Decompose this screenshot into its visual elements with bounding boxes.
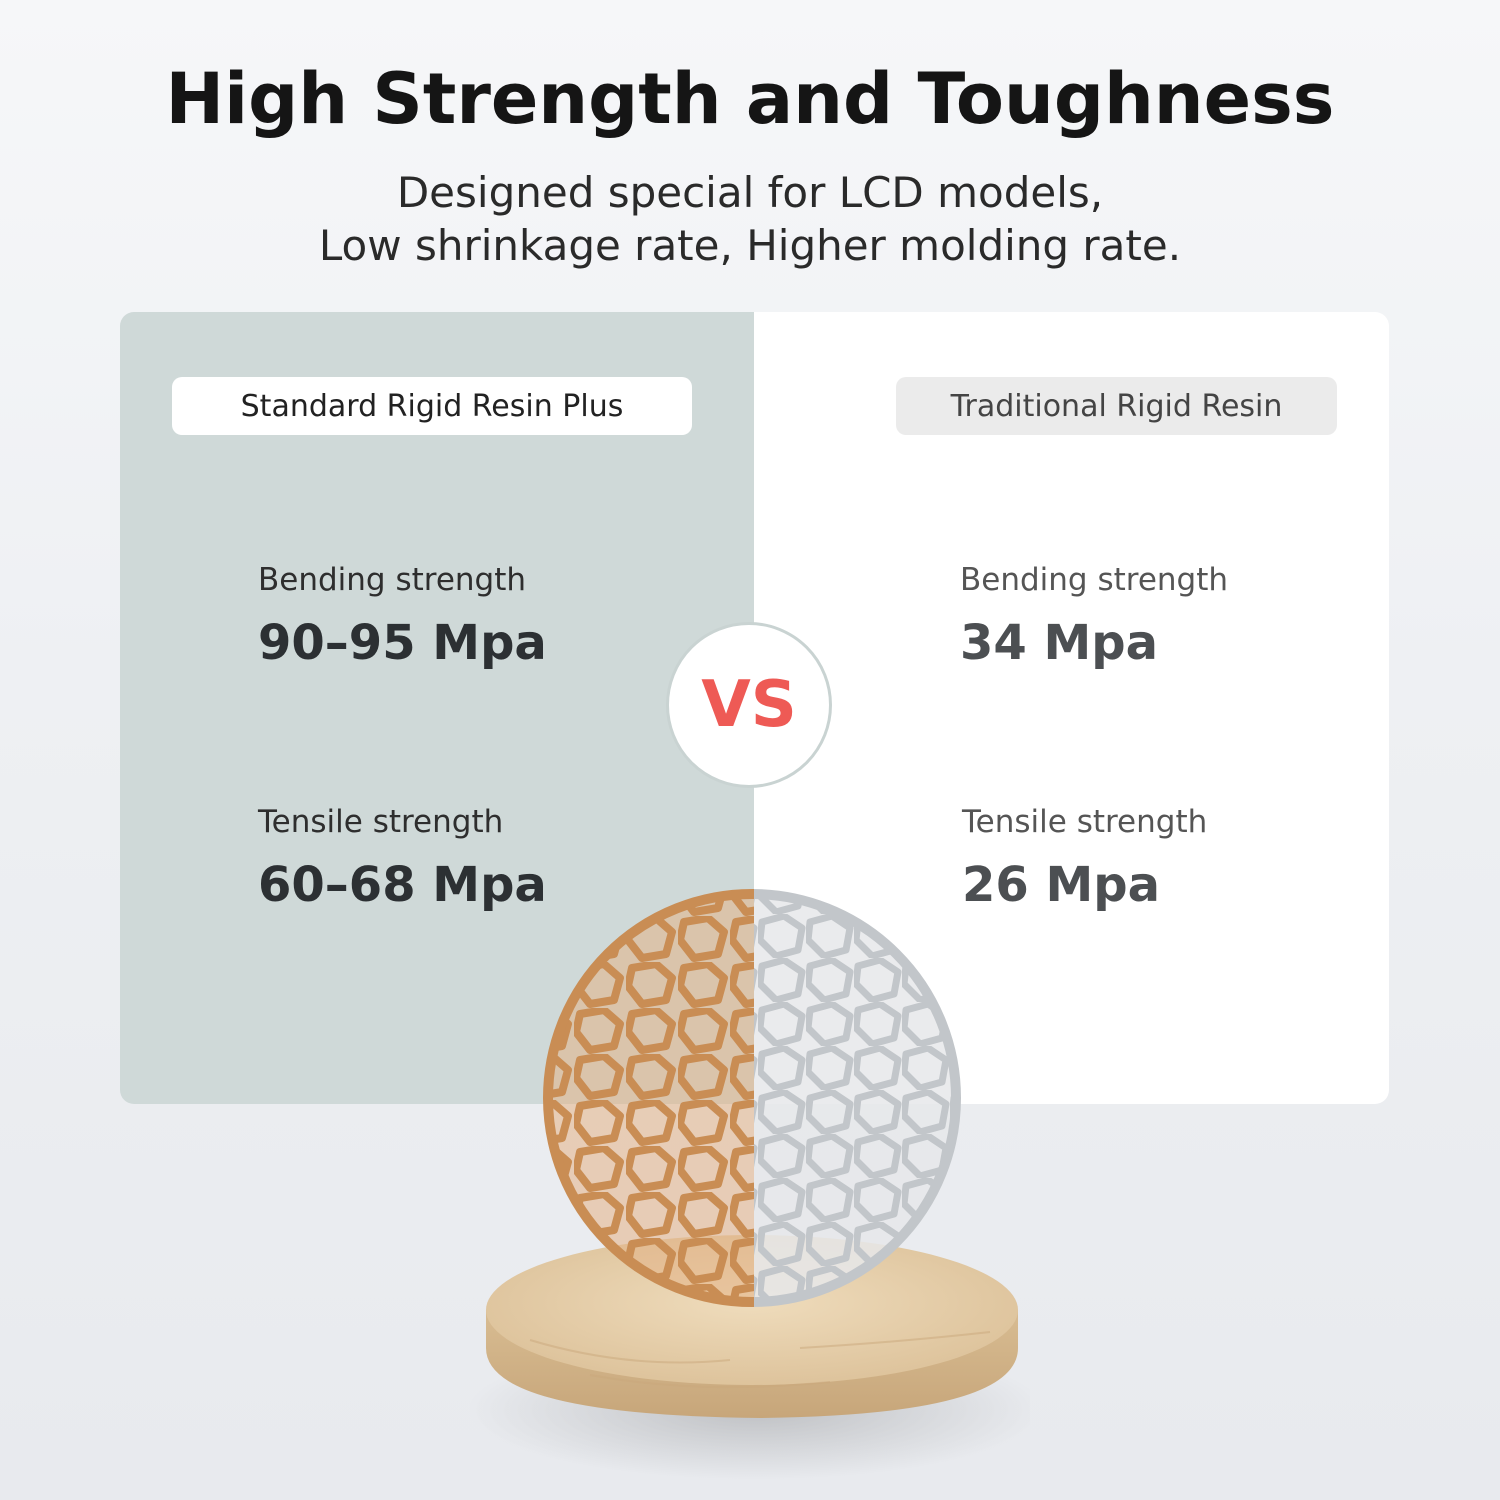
page-title: High Strength and Toughness — [165, 58, 1335, 140]
product-name-badge-left: Standard Rigid Resin Plus — [172, 377, 692, 435]
right-tensile-label: Tensile strength — [962, 804, 1208, 840]
product-name-badge-right: Traditional Rigid Resin — [896, 377, 1337, 435]
left-bending-label: Bending strength — [258, 562, 527, 598]
page-subtitle: Designed special for LCD models, Low shr… — [0, 166, 1500, 272]
right-bending-label: Bending strength — [960, 562, 1229, 598]
vs-badge: VS — [666, 622, 832, 788]
lattice-sphere-on-wood-stand-image — [470, 889, 1030, 1480]
subtitle-line-1: Designed special for LCD models, — [396, 168, 1104, 217]
right-tensile-value: 26 Mpa — [962, 857, 1161, 913]
left-tensile-label: Tensile strength — [258, 804, 504, 840]
right-bending-value: 34 Mpa — [960, 615, 1159, 671]
subtitle-line-2: Low shrinkage rate, Higher molding rate. — [318, 221, 1182, 270]
left-bending-value: 90–95 Mpa — [258, 615, 547, 671]
left-tensile-value: 60–68 Mpa — [258, 857, 547, 913]
